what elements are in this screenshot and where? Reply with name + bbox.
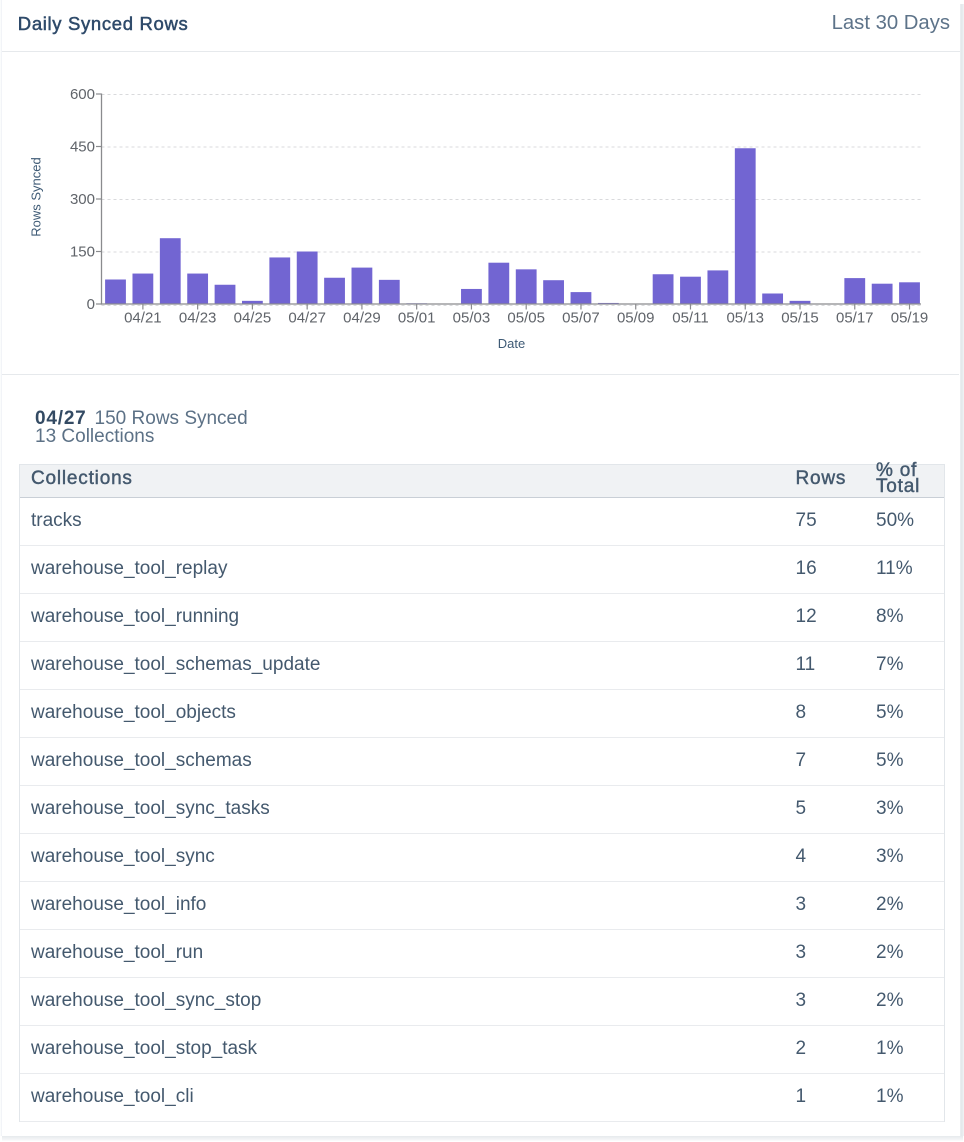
svg-text:04/21: 04/21 (124, 310, 162, 327)
svg-text:05/03: 05/03 (453, 310, 491, 327)
svg-text:04/27: 04/27 (288, 310, 326, 327)
svg-text:05/19: 05/19 (891, 310, 929, 327)
svg-text:05/05: 05/05 (507, 310, 545, 327)
svg-text:04/29: 04/29 (343, 310, 381, 327)
svg-text:450: 450 (70, 138, 95, 155)
svg-text:04/23: 04/23 (179, 310, 217, 327)
svg-text:05/09: 05/09 (617, 310, 655, 327)
svg-text:300: 300 (70, 191, 95, 208)
svg-text:600: 600 (70, 86, 95, 103)
svg-text:0: 0 (87, 296, 95, 313)
svg-text:05/17: 05/17 (836, 310, 874, 327)
svg-text:05/07: 05/07 (562, 310, 600, 327)
svg-text:05/01: 05/01 (398, 310, 436, 327)
svg-text:05/13: 05/13 (726, 310, 764, 327)
svg-text:05/15: 05/15 (781, 310, 819, 327)
svg-text:150: 150 (70, 243, 95, 260)
svg-text:Rows Synced: Rows Synced (28, 157, 43, 236)
svg-text:04/25: 04/25 (234, 310, 272, 327)
svg-text:Date: Date (498, 336, 525, 351)
svg-text:05/11: 05/11 (672, 310, 708, 327)
